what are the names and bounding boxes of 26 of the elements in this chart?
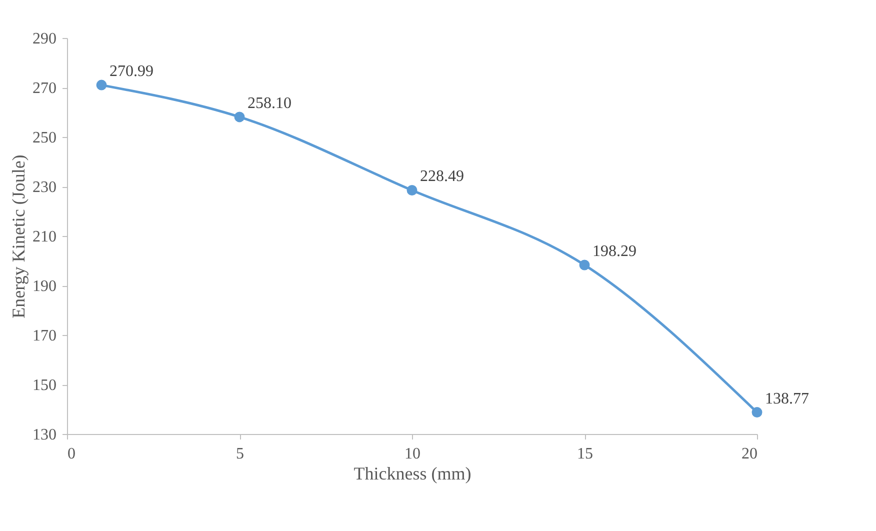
point <box>234 112 245 122</box>
y-tick-label: 170 <box>32 328 56 344</box>
y-axis-title: Energy Kinetic (Joule) <box>8 154 28 318</box>
x-tick-label: 20 <box>742 446 758 462</box>
x-tick-label: 10 <box>404 446 420 462</box>
point <box>96 80 107 90</box>
point <box>406 185 418 196</box>
y-tick-label: 290 <box>32 30 56 48</box>
y-tick-label: 210 <box>32 228 56 246</box>
x-tick-label: 0 <box>68 446 76 462</box>
y-tick-label: 190 <box>32 278 56 295</box>
x-axis-title: Thickness (mm) <box>354 464 472 484</box>
point <box>752 407 762 418</box>
y-tick-label: 270 <box>32 80 56 97</box>
x-tick-label: 15 <box>577 446 593 462</box>
data-label: 138.77 <box>765 390 809 408</box>
y-tick-label: 230 <box>32 179 56 196</box>
y-tick-label: 150 <box>32 377 56 394</box>
data-label: 270.99 <box>110 63 154 80</box>
y-tick-label: 130 <box>32 426 56 444</box>
x-tick-label: 5 <box>236 446 244 462</box>
point <box>579 260 590 270</box>
y-tick-label: 250 <box>32 130 56 146</box>
data-label: 228.49 <box>420 168 464 186</box>
data-label: 258.10 <box>248 94 292 112</box>
data-label: 198.29 <box>592 242 636 260</box>
